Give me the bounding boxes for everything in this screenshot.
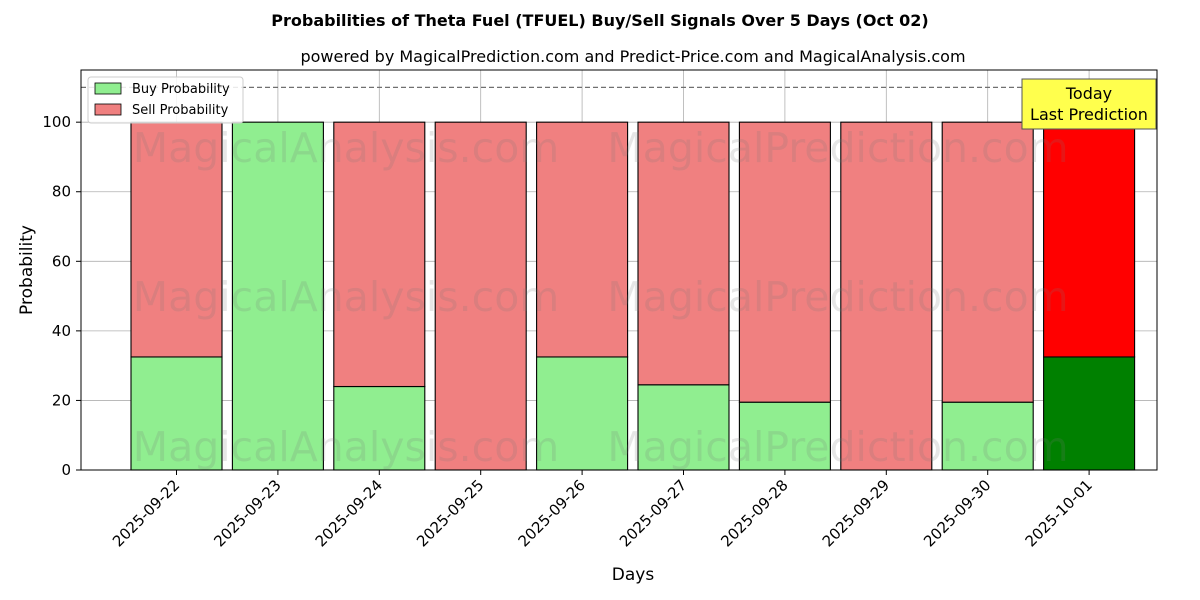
legend-swatch-buy bbox=[94, 82, 122, 95]
today-annotation-line2: Last Prediction bbox=[1030, 105, 1148, 124]
watermarks: MagicalAnalysis.com MagicalPrediction.com… bbox=[133, 124, 1069, 471]
y-tick-label: 60 bbox=[52, 252, 71, 270]
buy-bar-2025-09-30 bbox=[941, 401, 1034, 471]
buy-bar-2025-09-28 bbox=[738, 401, 831, 471]
buy-bar-2025-09-22 bbox=[130, 356, 223, 471]
x-tick-label: 2025-09-30 bbox=[920, 476, 994, 550]
x-tick-label: 2025-09-25 bbox=[413, 476, 487, 550]
sell-bar-2025-09-28 bbox=[738, 121, 831, 403]
buy-bar-2025-09-26 bbox=[536, 356, 629, 471]
x-tick-label: 2025-09-22 bbox=[109, 476, 183, 550]
watermark-text: MagicalPrediction.com bbox=[607, 423, 1068, 471]
chart-title: Probabilities of Theta Fuel (TFUEL) Buy/… bbox=[271, 11, 928, 30]
x-tick-label: 2025-09-29 bbox=[819, 476, 893, 550]
sell-bar-2025-09-30 bbox=[941, 121, 1034, 403]
today-annotation-line1: Today bbox=[1065, 84, 1112, 103]
plot-frame bbox=[80, 69, 1158, 471]
sell-bar-2025-09-24 bbox=[333, 121, 426, 388]
y-tick-label: 100 bbox=[42, 113, 71, 131]
sell-bar-2025-09-29 bbox=[840, 121, 933, 471]
y-axis-label: Probability bbox=[17, 225, 37, 315]
x-axis-label: Days bbox=[612, 565, 655, 585]
y-tick-label: 40 bbox=[52, 322, 71, 340]
y-tick-label: 80 bbox=[52, 183, 71, 201]
sell-bar-2025-09-27 bbox=[637, 121, 730, 386]
x-ticks: 2025-09-22 2025-09-23 2025-09-24 2025-09-25… bbox=[109, 470, 1096, 550]
y-ticks: 0 20 40 60 80 100 bbox=[42, 113, 81, 479]
watermark-text: MagicalPrediction.com bbox=[607, 124, 1068, 172]
y-tick-label: 0 bbox=[61, 461, 71, 479]
sell-bar-2025-09-25 bbox=[434, 121, 527, 471]
today-annotation: Today Last Prediction bbox=[1021, 78, 1157, 130]
legend: Buy Probability Sell Probability bbox=[87, 76, 244, 124]
chart-subtitle: powered by MagicalPrediction.com and Pre… bbox=[300, 47, 965, 66]
watermark-text: MagicalAnalysis.com bbox=[133, 423, 560, 471]
legend-box bbox=[87, 76, 244, 124]
buy-bar-2025-09-27 bbox=[637, 384, 730, 471]
sell-bar-2025-10-01 bbox=[1043, 121, 1136, 358]
y-tick-label: 20 bbox=[52, 391, 71, 409]
x-tick-label: 2025-09-24 bbox=[312, 476, 386, 550]
x-tick-label: 2025-09-26 bbox=[515, 476, 589, 550]
legend-label-buy: Buy Probability bbox=[132, 82, 230, 97]
x-tick-label: 2025-09-27 bbox=[616, 476, 690, 550]
bars bbox=[130, 121, 1136, 471]
today-annotation-box bbox=[1021, 78, 1157, 130]
legend-swatch-sell bbox=[94, 103, 122, 116]
x-tick-label: 2025-10-01 bbox=[1022, 476, 1096, 550]
buy-bar-2025-09-24 bbox=[333, 385, 426, 471]
x-tick-label: 2025-09-28 bbox=[717, 476, 791, 550]
watermark-text: MagicalAnalysis.com bbox=[133, 273, 560, 321]
watermark-text: MagicalPrediction.com bbox=[607, 273, 1068, 321]
buy-bar-2025-10-01 bbox=[1043, 356, 1136, 471]
watermark-text: MagicalAnalysis.com bbox=[133, 124, 560, 172]
sell-bar-2025-09-26 bbox=[536, 121, 629, 358]
x-tick-label: 2025-09-23 bbox=[210, 476, 284, 550]
sell-bar-2025-09-22 bbox=[130, 121, 223, 358]
legend-label-sell: Sell Probability bbox=[132, 103, 229, 118]
